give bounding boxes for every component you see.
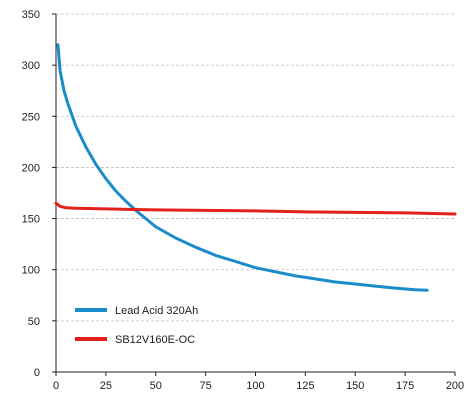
x-tick-label-100: 100 xyxy=(246,380,264,392)
y-tick-label-300: 300 xyxy=(22,60,40,72)
y-tick-label-150: 150 xyxy=(22,214,40,226)
x-tick-label-175: 175 xyxy=(396,380,414,392)
x-tick-label-200: 200 xyxy=(446,380,464,392)
x-tick-label-0: 0 xyxy=(53,380,59,392)
x-tick-label-125: 125 xyxy=(296,380,314,392)
y-tick-label-250: 250 xyxy=(22,111,40,123)
series-lines xyxy=(54,43,457,292)
x-axis-ticks: 0 25 50 75 100 125 150 175 200 xyxy=(53,372,464,392)
y-tick-label-0: 0 xyxy=(34,367,40,379)
y-axis-ticks: 0 50 100 150 200 250 300 350 xyxy=(22,9,56,379)
legend-label-1: Lead Acid 320Ah xyxy=(115,305,198,317)
legend-label-2: SB12V160E-OC xyxy=(115,334,195,346)
series-line-1 xyxy=(56,43,429,292)
x-tick-label-25: 25 xyxy=(100,380,112,392)
x-tick-label-50: 50 xyxy=(150,380,162,392)
y-tick-label-100: 100 xyxy=(22,265,40,277)
x-tick-label-75: 75 xyxy=(200,380,212,392)
gridlines xyxy=(56,13,455,322)
y-tick-label-200: 200 xyxy=(22,162,40,174)
y-tick-label-350: 350 xyxy=(22,9,40,21)
y-tick-label-50: 50 xyxy=(28,316,40,328)
x-tick-label-150: 150 xyxy=(346,380,364,392)
legend: Lead Acid 320Ah SB12V160E-OC xyxy=(75,305,198,346)
series-line-2 xyxy=(54,201,457,216)
